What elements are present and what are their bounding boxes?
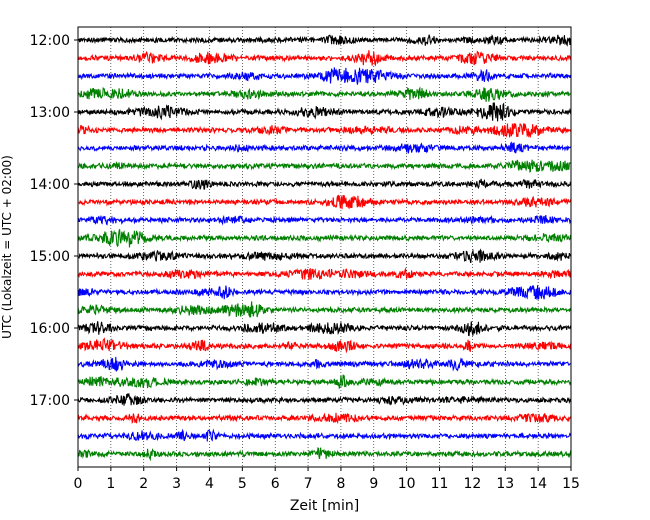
x-tick-label: 15 xyxy=(562,476,580,492)
y-tick-label: 17:00 xyxy=(30,393,70,409)
trace-1600 xyxy=(77,321,572,337)
x-tick-label: 12 xyxy=(463,476,481,492)
trace-1330 xyxy=(77,141,572,154)
trace-1700 xyxy=(77,392,572,406)
x-tick-label: 0 xyxy=(74,476,83,492)
y-tick-label: 16:00 xyxy=(30,321,70,337)
x-tick-label: 1 xyxy=(106,476,115,492)
trace-1345 xyxy=(77,159,572,174)
grid-layer xyxy=(110,27,539,467)
y-axis-label: UTC (Lokalzeit = UTC + 02:00) xyxy=(0,155,14,339)
trace-1745 xyxy=(77,447,572,462)
trace-1215 xyxy=(77,50,572,67)
y-tick-label: 13:00 xyxy=(30,105,70,121)
trace-1615 xyxy=(77,337,572,354)
x-tick-label: 14 xyxy=(529,476,547,492)
plot-frame xyxy=(77,26,572,468)
trace-1645 xyxy=(77,374,572,390)
trace-1300 xyxy=(77,102,572,122)
x-tick-label: 13 xyxy=(496,476,514,492)
x-tick-label: 8 xyxy=(336,476,345,492)
x-axis: 0 1 2 3 4 5 6 7 8 9 10 11 12 13 14 15 xyxy=(74,467,580,492)
trace-1200 xyxy=(77,34,572,47)
trace-1415 xyxy=(77,194,572,210)
x-tick-label: 10 xyxy=(398,476,416,492)
x-tick-label: 4 xyxy=(205,476,214,492)
x-tick-label: 2 xyxy=(139,476,148,492)
trace-1315 xyxy=(77,122,572,139)
trace-1500 xyxy=(77,248,572,264)
trace-1430 xyxy=(77,214,572,226)
x-axis-label: Zeit [min] xyxy=(290,498,359,514)
trace-1715 xyxy=(77,412,572,425)
trace-1730 xyxy=(77,428,572,442)
x-tick-label: 11 xyxy=(431,476,449,492)
trace-1545 xyxy=(77,301,572,318)
trace-1445 xyxy=(77,229,572,248)
x-tick-label: 5 xyxy=(238,476,247,492)
trace-1245 xyxy=(77,86,572,102)
x-tick-label: 6 xyxy=(271,476,280,492)
trace-layer xyxy=(77,34,572,462)
y-axis: 12:00 13:00 14:00 15:00 16:00 17:00 xyxy=(30,33,78,409)
trace-1630 xyxy=(77,356,572,372)
x-tick-label: 3 xyxy=(172,476,181,492)
trace-1530 xyxy=(77,285,572,300)
y-tick-label: 12:00 xyxy=(30,33,70,49)
x-tick-label: 9 xyxy=(369,476,378,492)
y-tick-label: 14:00 xyxy=(30,177,70,193)
trace-1400 xyxy=(77,178,572,190)
x-tick-label: 7 xyxy=(304,476,313,492)
trace-1515 xyxy=(77,267,572,281)
y-tick-label: 15:00 xyxy=(30,249,70,265)
trace-1230 xyxy=(77,67,572,85)
